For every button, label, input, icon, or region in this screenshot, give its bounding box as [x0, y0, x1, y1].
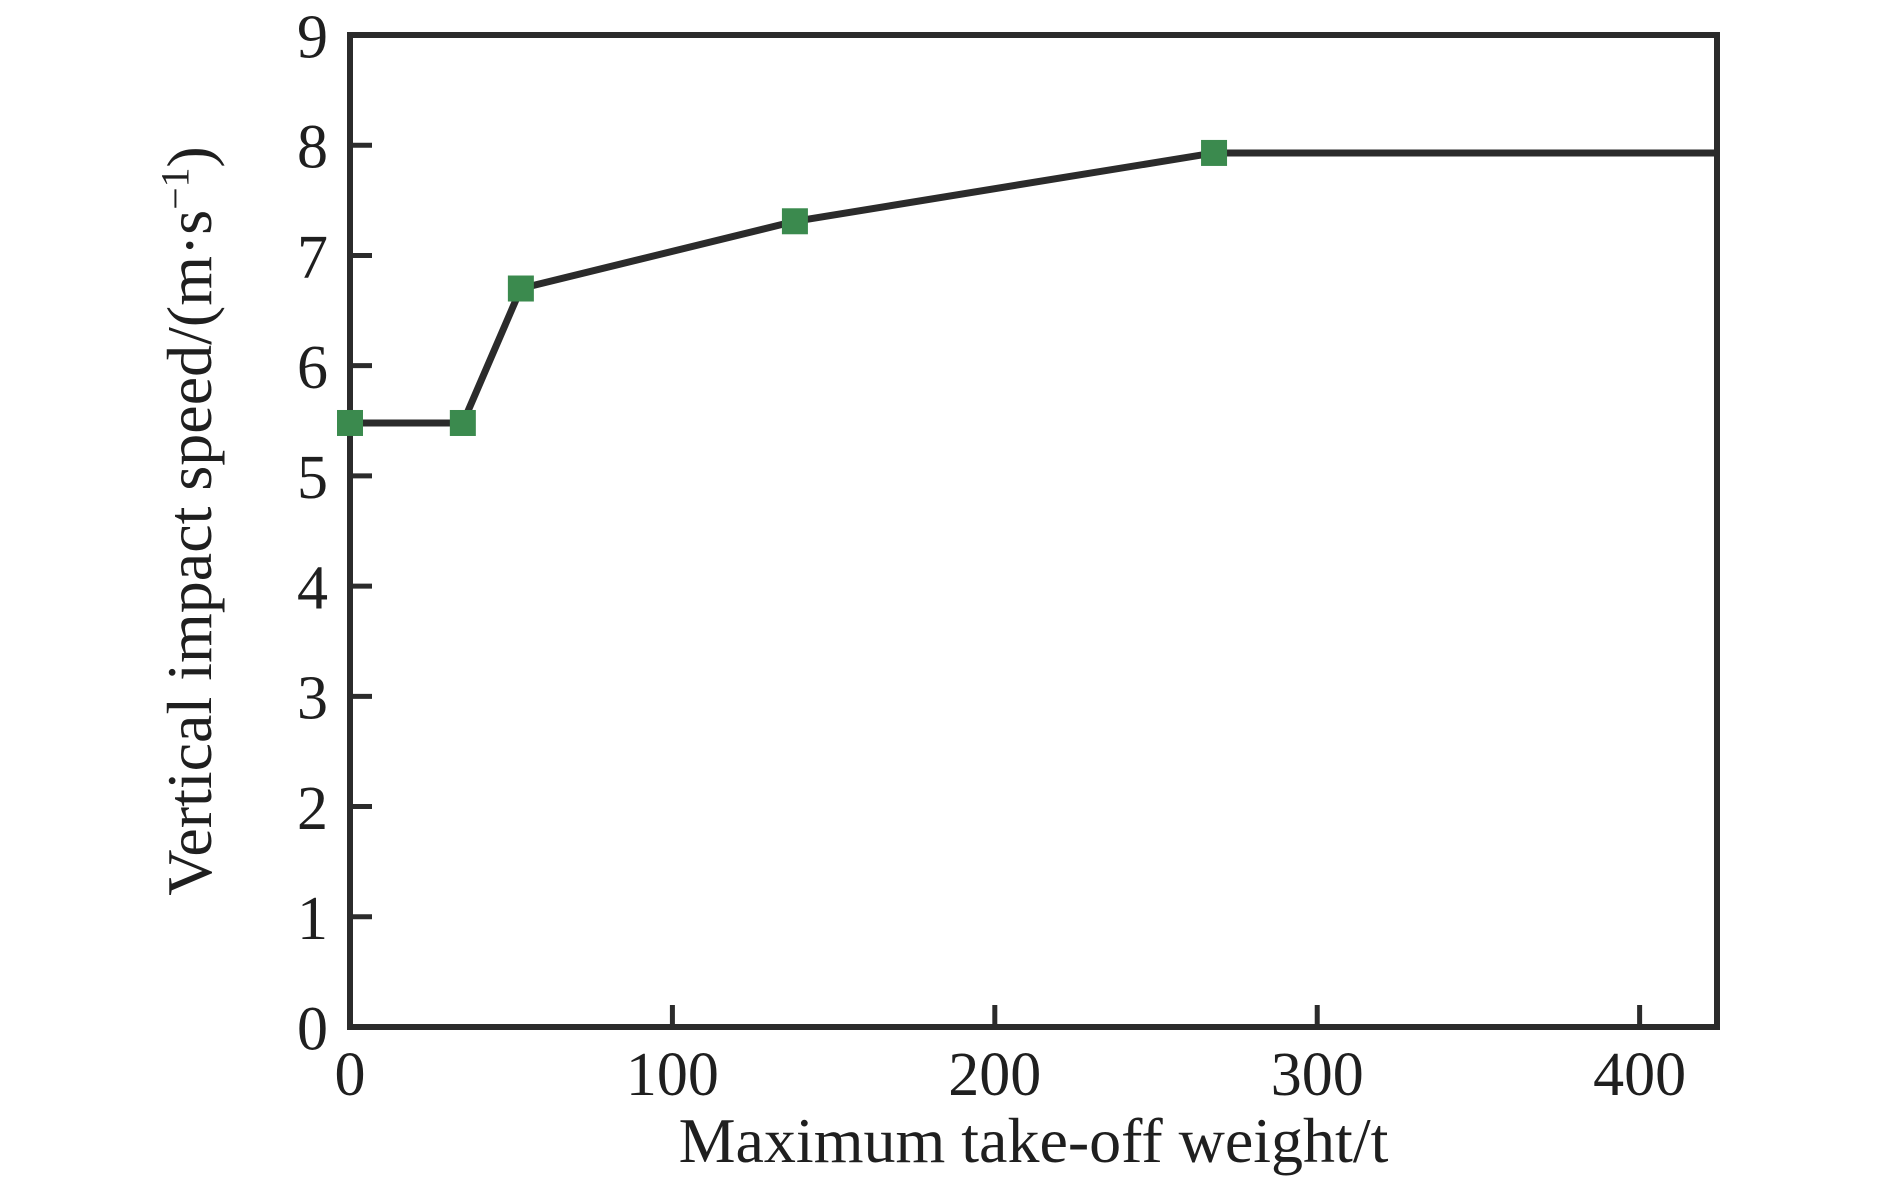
- y-axis-title-superscript: −1: [153, 167, 198, 210]
- data-point-marker: [507, 275, 534, 302]
- y-axis-tick-label: 4: [297, 554, 328, 622]
- plot-border: [347, 32, 1720, 1030]
- data-line: [350, 149, 1717, 427]
- y-axis-tick-label: 7: [297, 224, 328, 292]
- data-point-marker: [781, 208, 808, 235]
- y-axis-tick-label: 9: [297, 3, 328, 71]
- y-axis-tick-label: 2: [297, 775, 328, 843]
- data-point-marker: [337, 409, 363, 436]
- y-axis-tick-label: 6: [297, 334, 328, 402]
- y-axis-title-suffix: ): [153, 146, 225, 168]
- y-axis-tick-label: 5: [297, 444, 328, 512]
- x-axis-tick-label: 0: [335, 1041, 366, 1109]
- x-axis-tick-label: 100: [626, 1041, 719, 1109]
- x-axis-title: Maximum take-off weight/t: [678, 1105, 1389, 1176]
- y-axis-tick-label: 1: [297, 885, 328, 953]
- y-axis-title-text: Vertical impact speed/(m·s: [153, 209, 225, 896]
- data-point-marker: [449, 409, 476, 436]
- x-axis-tick-label: 300: [1271, 1041, 1364, 1109]
- y-axis-tick-label: 3: [297, 665, 328, 733]
- x-axis-tick-label: 400: [1593, 1041, 1686, 1109]
- x-axis-tick-label: 200: [948, 1041, 1041, 1109]
- y-axis-tick-label: 8: [297, 114, 328, 182]
- y-axis-tick-label: 0: [297, 995, 328, 1063]
- data-point-marker: [1201, 139, 1228, 166]
- y-axis-title: Vertical impact speed/(m·s−1): [153, 146, 225, 896]
